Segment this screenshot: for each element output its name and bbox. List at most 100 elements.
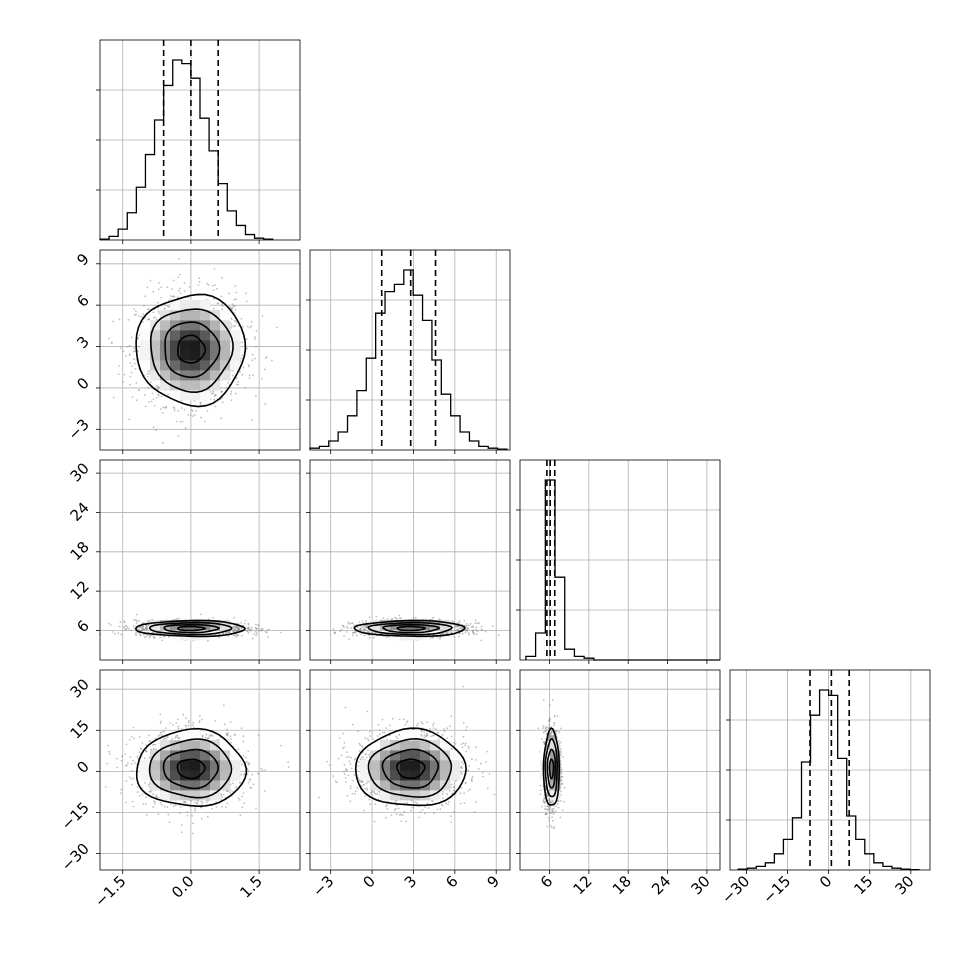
- scatter-point: [230, 741, 233, 744]
- scatter-point: [241, 795, 244, 798]
- scatter-point: [153, 800, 156, 802]
- scatter-point: [125, 743, 128, 746]
- scatter-point: [338, 737, 341, 739]
- scatter-point: [240, 773, 243, 776]
- scatter-point: [560, 779, 563, 781]
- scatter-point: [441, 793, 444, 795]
- scatter-point: [180, 831, 183, 834]
- scatter-point: [150, 790, 153, 792]
- scatter-point: [449, 790, 451, 792]
- scatter-point: [441, 797, 444, 799]
- scatter-point: [148, 318, 151, 320]
- scatter-point: [368, 755, 371, 758]
- scatter-point: [121, 755, 123, 758]
- panel-1-0: −3 0 3 6 9: [64, 249, 301, 454]
- density-cell: [410, 750, 421, 761]
- scatter-point: [542, 731, 545, 734]
- panel-3-3: −30 −15 0 15 30: [718, 669, 931, 907]
- density-cell: [180, 740, 191, 751]
- scatter-point: [385, 816, 387, 819]
- scatter-point: [227, 631, 230, 633]
- density-cell: [230, 350, 241, 361]
- scatter-point: [252, 783, 255, 786]
- scatter-point: [373, 792, 376, 794]
- scatter-point: [249, 326, 252, 329]
- scatter-point: [129, 756, 132, 758]
- scatter-point: [243, 622, 246, 625]
- scatter-point: [183, 282, 186, 284]
- scatter-point: [132, 777, 135, 780]
- scatter-point: [145, 814, 148, 816]
- scatter-point: [147, 387, 150, 389]
- scatter-point: [248, 374, 251, 377]
- scatter-point: [452, 789, 455, 792]
- scatter-point: [243, 802, 246, 805]
- scatter-point: [421, 809, 424, 811]
- scatter-point: [162, 730, 165, 733]
- scatter-point: [166, 286, 169, 289]
- scatter-point: [560, 769, 563, 771]
- scatter-point: [168, 306, 171, 309]
- scatter-point: [212, 390, 214, 393]
- scatter-point: [242, 366, 245, 369]
- scatter-point: [162, 636, 165, 638]
- scatter-point: [110, 342, 113, 344]
- scatter-point: [157, 387, 160, 390]
- scatter-point: [195, 410, 198, 412]
- scatter-point: [550, 732, 552, 735]
- density-cell: [220, 740, 231, 751]
- density-cell: [450, 750, 461, 761]
- density-cell: [430, 790, 441, 801]
- scatter-point: [551, 808, 554, 810]
- scatter-point: [133, 737, 136, 740]
- scatter-point: [365, 782, 368, 784]
- scatter-point: [214, 720, 217, 722]
- contour-0: [177, 334, 207, 364]
- scatter-point: [221, 397, 224, 400]
- scatter-point: [427, 807, 430, 809]
- scatter-point: [220, 793, 222, 796]
- contour-0: [396, 625, 427, 632]
- scatter-point: [381, 731, 384, 734]
- scatter-point: [350, 627, 353, 629]
- scatter-point: [414, 801, 417, 804]
- scatter-point: [423, 731, 426, 734]
- scatter-point: [247, 626, 250, 628]
- scatter-point: [551, 735, 554, 738]
- density-cell: [440, 770, 451, 781]
- scatter-point: [151, 392, 154, 395]
- scatter-point: [244, 619, 247, 622]
- scatter-point: [550, 826, 553, 829]
- scatter-point: [561, 783, 564, 786]
- scatter-point: [159, 408, 162, 411]
- scatter-point: [254, 626, 257, 629]
- scatter-point: [469, 788, 472, 791]
- scatter-point: [394, 616, 396, 619]
- density-cell: [410, 790, 421, 801]
- density-cell: [420, 770, 431, 781]
- scatter-point: [542, 727, 545, 729]
- scatter-point: [480, 625, 483, 628]
- scatter-point: [255, 623, 257, 626]
- scatter-point: [225, 733, 228, 736]
- scatter-point: [130, 629, 133, 632]
- scatter-point: [144, 782, 146, 784]
- scatter-point: [404, 724, 406, 727]
- scatter-point: [201, 801, 204, 804]
- density-cell: [180, 730, 191, 741]
- density-cell: [200, 740, 211, 751]
- scatter-point: [177, 435, 180, 437]
- scatter-point: [361, 756, 363, 759]
- scatter-point: [148, 401, 150, 403]
- scatter-point: [266, 629, 269, 632]
- scatter-point: [126, 346, 129, 348]
- density-cell: [400, 630, 411, 641]
- scatter-point: [437, 738, 440, 740]
- scatter-point: [197, 284, 200, 286]
- scatter-point: [443, 730, 446, 733]
- scatter-point: [161, 412, 164, 414]
- contour-3: [135, 727, 248, 808]
- scatter-point: [230, 324, 233, 327]
- scatter-point: [131, 783, 133, 786]
- scatter-point: [264, 368, 266, 371]
